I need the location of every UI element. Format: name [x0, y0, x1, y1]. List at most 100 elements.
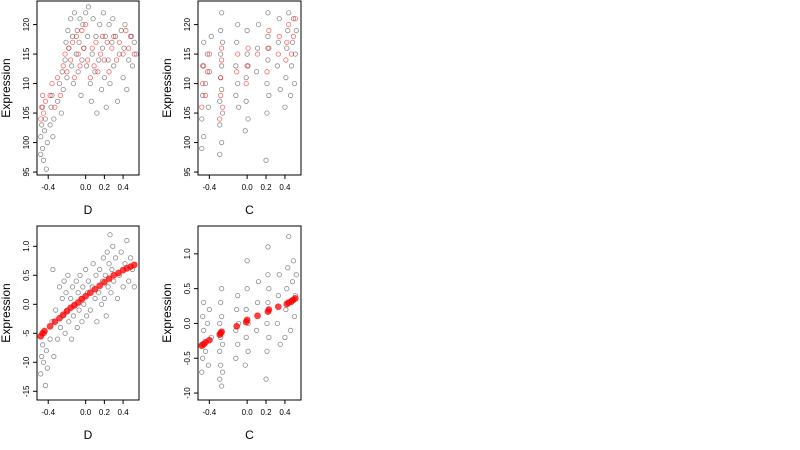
data-point	[94, 319, 100, 325]
scatter-panel-1: -0.4 0.0 0.2 0.4 95 100 105 110 115 120 D Expressio…	[0, 0, 140, 217]
data-point	[263, 376, 269, 382]
data-point	[282, 334, 288, 340]
y-tick-label: -10	[183, 387, 192, 399]
data-point	[206, 306, 212, 313]
fitted-point	[201, 63, 207, 69]
data-point	[64, 75, 70, 81]
fitted-point	[219, 57, 225, 63]
y-tick-label: 115	[22, 47, 31, 60]
data-point	[206, 69, 212, 75]
data-point	[63, 39, 69, 45]
data-point	[265, 57, 271, 63]
data-point	[74, 324, 80, 331]
data-point	[75, 290, 81, 296]
fitted-point	[41, 327, 48, 335]
data-point	[110, 16, 116, 22]
data-point	[200, 92, 206, 98]
data-point	[40, 157, 47, 163]
data-point	[83, 10, 89, 16]
data-point	[201, 39, 207, 45]
data-point	[217, 122, 223, 128]
data-point	[65, 27, 71, 34]
data-point	[105, 284, 111, 290]
fitted-point	[47, 92, 53, 98]
data-point	[199, 145, 205, 152]
data-point	[201, 327, 207, 333]
data-point	[69, 336, 75, 342]
y-tick-label: 0.0	[183, 317, 192, 329]
x-tick-label: 0.2	[99, 183, 111, 192]
data-point	[77, 16, 83, 22]
data-point	[265, 272, 271, 278]
y-tick-label: -0.5	[183, 351, 192, 365]
data-point	[218, 362, 224, 368]
data-point	[59, 69, 65, 75]
data-point	[217, 320, 223, 327]
y-tick-label: 115	[183, 47, 192, 60]
fitted-point	[199, 104, 205, 110]
data-point	[266, 334, 272, 340]
data-point	[70, 313, 77, 319]
data-point	[217, 376, 223, 382]
fitted-point	[243, 80, 249, 87]
data-point	[266, 286, 272, 292]
fitted-point	[116, 39, 122, 45]
fitted-point	[91, 285, 99, 293]
fitted-point	[75, 51, 81, 57]
data-point	[94, 110, 100, 116]
fitted-point	[101, 57, 107, 63]
x-axis-title: C	[245, 428, 254, 442]
fitted-point	[40, 110, 47, 116]
data-point	[83, 313, 90, 319]
data-point	[56, 284, 63, 290]
data-point	[62, 330, 68, 336]
data-point	[87, 307, 93, 313]
data-point	[57, 324, 63, 331]
data-point	[40, 145, 46, 152]
fitted-point	[205, 336, 213, 344]
data-point	[69, 63, 75, 69]
fitted-point	[100, 278, 108, 286]
data-point	[253, 327, 260, 333]
fitted-point	[217, 116, 223, 122]
fitted-point	[39, 104, 45, 110]
data-point	[78, 92, 84, 98]
y-tick-label: 0.5	[22, 269, 31, 281]
data-point	[243, 306, 249, 313]
data-point	[289, 279, 296, 285]
data-point	[204, 51, 211, 57]
plot-frame	[197, 0, 302, 176]
fitted-point	[254, 312, 261, 320]
data-point	[75, 69, 81, 75]
data-point	[68, 295, 74, 302]
plot-frame	[197, 225, 302, 401]
x-tick-label: -0.4	[202, 408, 216, 417]
fitted-point	[204, 69, 211, 75]
fitted-point	[40, 92, 46, 98]
y-tick-label: 100	[22, 135, 31, 149]
data-point	[264, 320, 270, 327]
data-point	[283, 75, 289, 81]
data-point	[235, 341, 241, 347]
fitted-point	[245, 45, 251, 51]
data-point	[265, 33, 271, 39]
data-point	[244, 258, 250, 264]
data-point	[68, 16, 74, 22]
fitted-point	[52, 104, 58, 110]
fitted-point	[99, 33, 106, 39]
data-point	[199, 116, 205, 122]
data-point	[97, 21, 103, 28]
x-tick-label: 0.0	[80, 408, 92, 417]
data-point	[106, 21, 112, 28]
fitted-point	[200, 80, 206, 87]
data-point	[124, 86, 130, 93]
data-point	[81, 301, 87, 307]
data-point	[42, 382, 49, 389]
data-point	[264, 348, 270, 354]
data-point	[51, 116, 57, 122]
data-point	[50, 134, 56, 140]
data-point	[113, 255, 119, 261]
fitted-point	[291, 294, 299, 302]
y-tick-label: 105	[183, 106, 192, 120]
data-point	[80, 284, 86, 290]
